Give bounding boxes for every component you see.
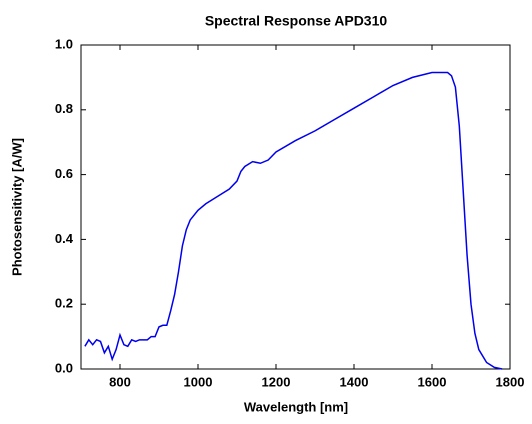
y-axis-label: Photosensitivity [A/W] xyxy=(9,138,24,276)
x-tick-label: 1400 xyxy=(340,374,369,389)
y-tick-label: 0.6 xyxy=(55,166,73,181)
chart-title: Spectral Response APD310 xyxy=(205,13,388,29)
x-tick-label: 1000 xyxy=(184,374,213,389)
y-tick-label: 0.0 xyxy=(55,360,73,375)
x-tick-label: 800 xyxy=(109,374,131,389)
y-tick-label: 0.8 xyxy=(55,101,73,116)
x-tick-label: 1200 xyxy=(262,374,291,389)
data-line xyxy=(84,71,503,370)
x-tick-label: 1800 xyxy=(496,374,525,389)
x-axis-label: Wavelength [nm] xyxy=(244,399,348,414)
y-tick-label: 1.0 xyxy=(55,36,73,51)
plot-frame xyxy=(80,44,511,370)
y-tick-label: 0.4 xyxy=(55,231,74,246)
x-tick-label: 1600 xyxy=(418,374,447,389)
y-tick-label: 0.2 xyxy=(55,296,73,311)
